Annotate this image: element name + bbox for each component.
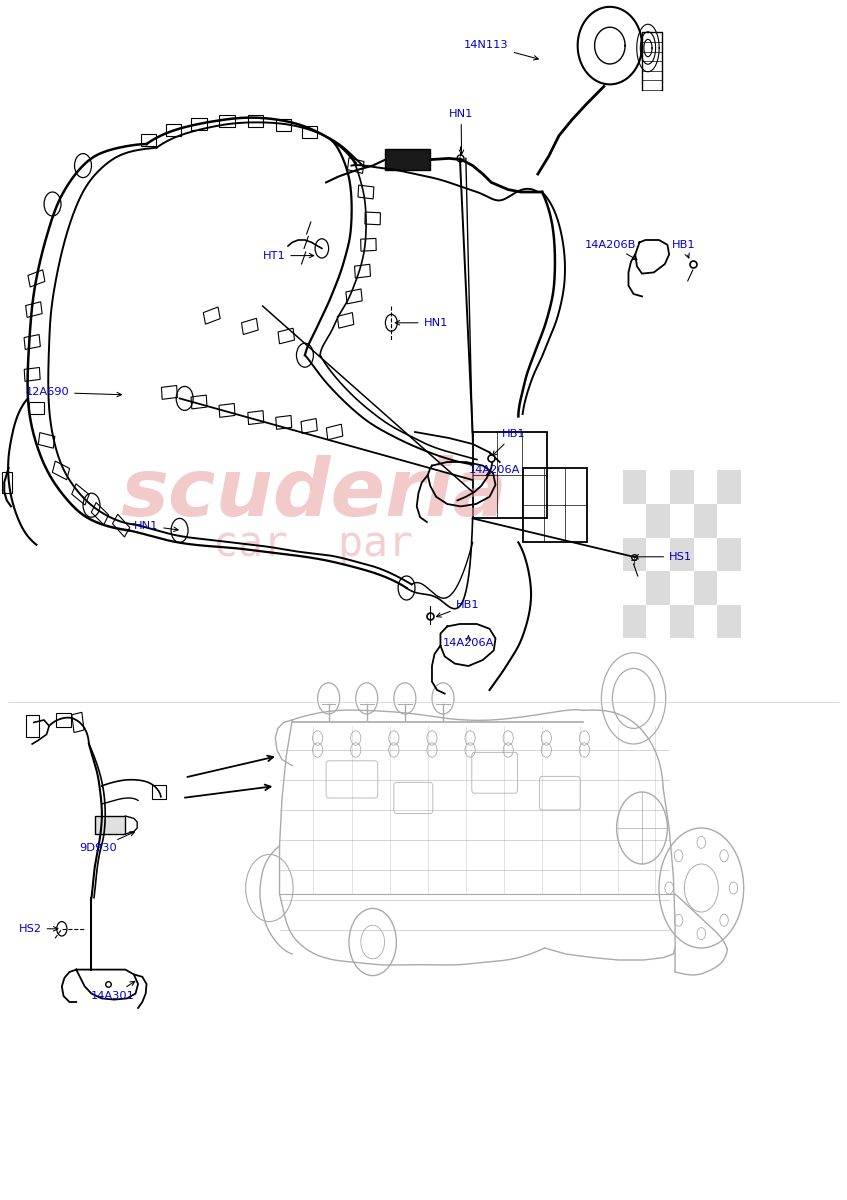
Bar xyxy=(53,461,69,480)
Bar xyxy=(358,185,374,199)
Polygon shape xyxy=(646,504,670,538)
Bar xyxy=(191,395,207,409)
Bar xyxy=(203,307,220,324)
Bar xyxy=(241,318,258,335)
Polygon shape xyxy=(623,470,646,504)
Text: HT1: HT1 xyxy=(263,251,313,260)
Bar xyxy=(152,785,166,799)
Bar xyxy=(276,415,291,430)
Polygon shape xyxy=(717,538,741,571)
Text: car  par: car par xyxy=(213,522,413,564)
Polygon shape xyxy=(646,571,670,605)
Bar xyxy=(337,313,354,328)
Bar xyxy=(219,115,235,127)
Bar xyxy=(361,239,376,251)
Bar xyxy=(326,425,343,439)
Bar xyxy=(191,118,207,130)
Text: 12A690: 12A690 xyxy=(25,388,121,397)
Bar xyxy=(72,713,84,732)
Bar xyxy=(365,212,380,224)
Bar xyxy=(248,115,263,127)
Text: HS1: HS1 xyxy=(634,552,692,562)
Bar xyxy=(346,289,363,304)
Polygon shape xyxy=(623,605,646,638)
Text: 14A206B: 14A206B xyxy=(584,240,637,259)
Bar xyxy=(29,402,44,414)
Bar xyxy=(301,419,318,433)
Bar xyxy=(72,484,89,505)
Bar xyxy=(219,403,235,418)
Polygon shape xyxy=(385,149,430,170)
Bar xyxy=(355,264,370,278)
Polygon shape xyxy=(694,504,717,538)
Bar xyxy=(26,715,39,737)
Text: HN1: HN1 xyxy=(134,521,178,532)
Bar xyxy=(25,367,40,382)
Text: scuderia: scuderia xyxy=(120,456,507,533)
Bar xyxy=(162,385,177,400)
Text: 14N113: 14N113 xyxy=(464,40,539,60)
Bar xyxy=(276,119,291,131)
Text: HS2: HS2 xyxy=(19,924,58,934)
Bar xyxy=(248,410,263,425)
Polygon shape xyxy=(670,470,694,504)
Polygon shape xyxy=(670,538,694,571)
Text: HB1: HB1 xyxy=(492,430,526,456)
Polygon shape xyxy=(717,605,741,638)
Bar xyxy=(302,126,317,138)
Bar xyxy=(2,472,12,493)
Text: 9D930: 9D930 xyxy=(79,832,135,853)
Text: HN1: HN1 xyxy=(396,318,448,328)
Text: HN1: HN1 xyxy=(449,109,473,155)
Bar xyxy=(24,335,41,349)
Bar xyxy=(25,302,42,317)
Polygon shape xyxy=(623,538,646,571)
Bar xyxy=(278,329,295,343)
Polygon shape xyxy=(670,605,694,638)
Bar xyxy=(113,515,130,536)
Text: HB1: HB1 xyxy=(436,600,479,617)
Bar xyxy=(56,713,71,727)
Bar xyxy=(28,270,45,287)
Text: 14A206A: 14A206A xyxy=(443,635,495,648)
Bar xyxy=(91,503,108,524)
Text: HB1: HB1 xyxy=(672,240,695,258)
Text: 14A206A: 14A206A xyxy=(469,466,521,475)
Polygon shape xyxy=(694,571,717,605)
Bar xyxy=(347,158,364,173)
Polygon shape xyxy=(717,470,741,504)
Bar xyxy=(141,134,156,146)
Bar xyxy=(166,124,181,136)
Text: 14A301: 14A301 xyxy=(91,982,135,1001)
Polygon shape xyxy=(95,816,125,834)
Bar xyxy=(38,433,55,448)
